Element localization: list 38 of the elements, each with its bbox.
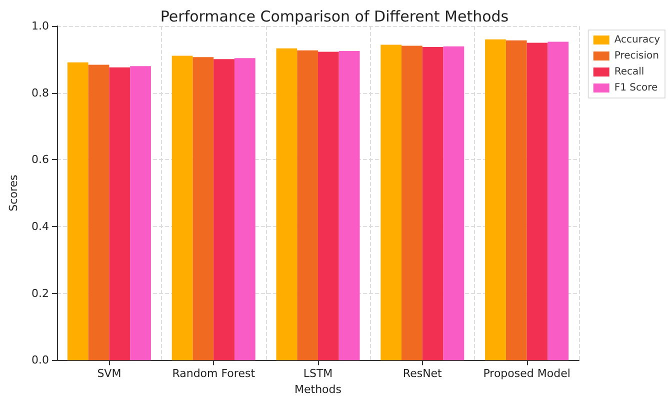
legend-label: Accuracy — [614, 34, 660, 46]
bar — [548, 42, 569, 360]
legend-label: F1 Score — [614, 82, 658, 94]
x-tick-label: LSTM — [303, 367, 333, 380]
x-tick-label: Proposed Model — [483, 367, 570, 380]
x-tick-label: ResNet — [402, 367, 443, 380]
bar — [234, 58, 256, 360]
bar — [172, 56, 193, 360]
bar — [130, 66, 151, 360]
bar — [297, 50, 318, 360]
bar — [192, 57, 214, 360]
chart-title: Performance Comparison of Different Methods — [160, 8, 509, 26]
y-tick-label: 0.6 — [32, 153, 49, 166]
bar — [506, 40, 527, 360]
bar — [318, 52, 339, 360]
bar — [109, 67, 130, 360]
x-tick-label: SVM — [97, 367, 122, 380]
bar — [380, 44, 402, 360]
bar — [276, 48, 298, 360]
legend-label: Precision — [614, 50, 659, 62]
y-tick-label: 1.0 — [32, 20, 49, 32]
bar — [88, 64, 110, 360]
x-tick-label: Random Forest — [172, 367, 256, 380]
legend-label: Recall — [614, 66, 644, 78]
y-axis-title: Scores — [7, 174, 20, 212]
y-tick-label: 0.2 — [32, 286, 49, 300]
bar — [67, 62, 88, 360]
x-axis-title: Methods — [294, 383, 342, 396]
bar — [214, 59, 234, 360]
bar — [338, 51, 360, 360]
bar — [443, 46, 464, 360]
y-tick-label: 0.8 — [32, 86, 49, 100]
y-tick-label: 0.4 — [32, 220, 49, 233]
bar — [526, 42, 548, 360]
y-tick-label: 0.0 — [32, 354, 49, 367]
bar — [485, 39, 506, 360]
bar — [422, 47, 444, 360]
bar — [402, 46, 422, 360]
